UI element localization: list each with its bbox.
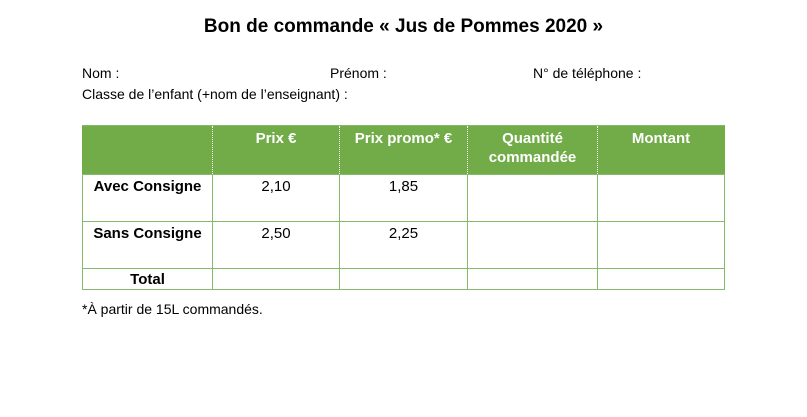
order-table: Prix € Prix promo* € Quantité commandée … <box>82 125 725 290</box>
prenom-label: Prénom : <box>330 65 387 81</box>
telephone-label: N° de téléphone : <box>533 65 642 81</box>
header-quantite: Quantité commandée <box>467 125 598 175</box>
header-prix: Prix € <box>212 125 340 175</box>
cell-montant-avec[interactable] <box>597 174 725 222</box>
table-row-total: Total <box>82 268 725 290</box>
cell-promo-sans: 2,25 <box>339 221 468 269</box>
table-header-row: Prix € Prix promo* € Quantité commandée … <box>82 125 725 175</box>
cell-quantite-total[interactable] <box>467 268 598 290</box>
cell-promo-total <box>339 268 468 290</box>
header-montant: Montant <box>597 125 725 175</box>
cell-quantite-avec[interactable] <box>467 174 598 222</box>
header-empty-cell <box>82 125 213 175</box>
cell-promo-avec: 1,85 <box>339 174 468 222</box>
nom-label: Nom : <box>82 65 120 81</box>
row-label-avec-consigne: Avec Consigne <box>82 174 213 222</box>
cell-prix-total <box>212 268 340 290</box>
footnote: *À partir de 15L commandés. <box>82 301 263 317</box>
row-label-total: Total <box>82 268 213 290</box>
cell-prix-sans: 2,50 <box>212 221 340 269</box>
cell-montant-total[interactable] <box>597 268 725 290</box>
table-row: Sans Consigne 2,50 2,25 <box>82 221 725 269</box>
document-title: Bon de commande « Jus de Pommes 2020 » <box>203 16 604 37</box>
cell-quantite-sans[interactable] <box>467 221 598 269</box>
table-row: Avec Consigne 2,10 1,85 <box>82 174 725 222</box>
header-prix-promo: Prix promo* € <box>339 125 468 175</box>
cell-prix-avec: 2,10 <box>212 174 340 222</box>
cell-montant-sans[interactable] <box>597 221 725 269</box>
classe-label: Classe de l’enfant (+nom de l’enseignant… <box>82 86 348 102</box>
row-label-sans-consigne: Sans Consigne <box>82 221 213 269</box>
